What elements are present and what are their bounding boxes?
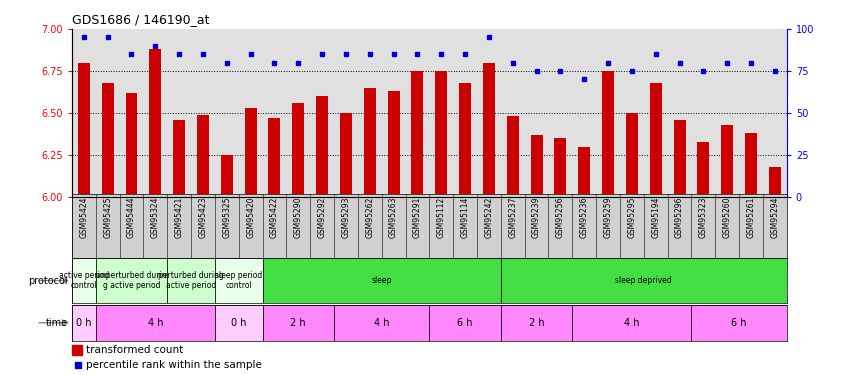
Text: GSM95296: GSM95296 xyxy=(675,197,684,238)
Bar xyxy=(507,117,519,197)
Bar xyxy=(334,305,429,341)
Text: perturbed during
active period: perturbed during active period xyxy=(158,271,224,290)
Bar xyxy=(364,88,376,197)
Bar xyxy=(602,71,614,197)
Bar xyxy=(72,305,96,341)
Bar xyxy=(650,83,662,197)
Bar xyxy=(244,108,256,197)
Bar xyxy=(459,83,471,197)
Bar xyxy=(579,147,591,197)
Text: 4 h: 4 h xyxy=(624,318,640,328)
Text: sleep period
control: sleep period control xyxy=(215,271,262,290)
Text: sleep deprived: sleep deprived xyxy=(616,276,672,285)
Bar xyxy=(72,258,96,303)
Text: GSM95424: GSM95424 xyxy=(80,197,88,238)
Text: GSM95325: GSM95325 xyxy=(222,197,231,238)
Bar xyxy=(626,113,638,197)
Bar xyxy=(572,305,691,341)
Text: time: time xyxy=(46,318,68,328)
Text: 6 h: 6 h xyxy=(458,318,473,328)
Text: GSM95323: GSM95323 xyxy=(699,197,708,238)
Text: sleep: sleep xyxy=(371,276,392,285)
Text: GSM95290: GSM95290 xyxy=(294,197,303,238)
Text: percentile rank within the sample: percentile rank within the sample xyxy=(86,360,262,370)
Bar xyxy=(554,138,566,197)
Bar xyxy=(215,258,262,303)
Bar xyxy=(125,93,137,197)
Text: 2 h: 2 h xyxy=(290,318,306,328)
Text: GSM95324: GSM95324 xyxy=(151,197,160,238)
Text: GSM95420: GSM95420 xyxy=(246,197,255,238)
Text: GSM95292: GSM95292 xyxy=(317,197,327,238)
Bar xyxy=(173,120,185,197)
Bar xyxy=(530,135,542,197)
Text: GSM95262: GSM95262 xyxy=(365,197,374,238)
Bar xyxy=(691,305,787,341)
Text: GSM95236: GSM95236 xyxy=(580,197,589,238)
Text: 2 h: 2 h xyxy=(529,318,544,328)
Text: 6 h: 6 h xyxy=(732,318,747,328)
Bar xyxy=(697,142,709,197)
Bar xyxy=(102,83,113,197)
Text: GSM95237: GSM95237 xyxy=(508,197,517,238)
Bar xyxy=(673,120,685,197)
Text: GSM95260: GSM95260 xyxy=(722,197,732,238)
Bar xyxy=(215,305,262,341)
Text: 4 h: 4 h xyxy=(147,318,163,328)
Text: GSM95114: GSM95114 xyxy=(460,197,470,238)
Bar xyxy=(340,113,352,197)
Text: 4 h: 4 h xyxy=(374,318,389,328)
Text: GSM95295: GSM95295 xyxy=(628,197,636,238)
Text: GSM95425: GSM95425 xyxy=(103,197,113,238)
Text: GSM95422: GSM95422 xyxy=(270,197,279,238)
Bar xyxy=(96,305,215,341)
Bar xyxy=(387,91,399,197)
Bar xyxy=(483,63,495,197)
Text: GSM95293: GSM95293 xyxy=(342,197,350,238)
Text: GSM95263: GSM95263 xyxy=(389,197,398,238)
Bar xyxy=(745,134,757,197)
Bar xyxy=(150,49,162,197)
Bar xyxy=(221,155,233,197)
Text: 0 h: 0 h xyxy=(231,318,246,328)
Text: transformed count: transformed count xyxy=(86,345,184,355)
Bar xyxy=(411,71,423,197)
Text: GSM95112: GSM95112 xyxy=(437,197,446,238)
Bar xyxy=(197,115,209,197)
Text: protocol: protocol xyxy=(28,276,68,285)
Bar xyxy=(96,258,168,303)
Text: GSM95194: GSM95194 xyxy=(651,197,660,238)
Text: active period
control: active period control xyxy=(58,271,109,290)
Bar xyxy=(436,71,448,197)
Text: GSM95444: GSM95444 xyxy=(127,197,136,238)
Text: GSM95421: GSM95421 xyxy=(174,197,184,238)
Text: GSM95291: GSM95291 xyxy=(413,197,422,238)
Bar xyxy=(78,63,90,197)
Bar xyxy=(316,96,328,197)
Text: unperturbed durin
g active period: unperturbed durin g active period xyxy=(96,271,167,290)
Text: GSM95259: GSM95259 xyxy=(603,197,613,238)
Bar xyxy=(262,258,501,303)
Text: 0 h: 0 h xyxy=(76,318,91,328)
Bar xyxy=(429,305,501,341)
Bar xyxy=(293,103,305,197)
Text: GSM95294: GSM95294 xyxy=(771,197,779,238)
Bar xyxy=(769,167,781,197)
Text: GSM95256: GSM95256 xyxy=(556,197,565,238)
Bar xyxy=(722,125,733,197)
Text: GSM95242: GSM95242 xyxy=(485,197,493,238)
Text: GSM95239: GSM95239 xyxy=(532,197,541,238)
Bar xyxy=(72,345,82,355)
Text: GDS1686 / 146190_at: GDS1686 / 146190_at xyxy=(72,13,210,26)
Text: GSM95261: GSM95261 xyxy=(746,197,755,238)
Bar xyxy=(268,118,280,197)
Bar xyxy=(501,258,787,303)
Bar xyxy=(262,305,334,341)
Bar xyxy=(168,258,215,303)
Text: GSM95423: GSM95423 xyxy=(199,197,207,238)
Bar xyxy=(501,305,572,341)
